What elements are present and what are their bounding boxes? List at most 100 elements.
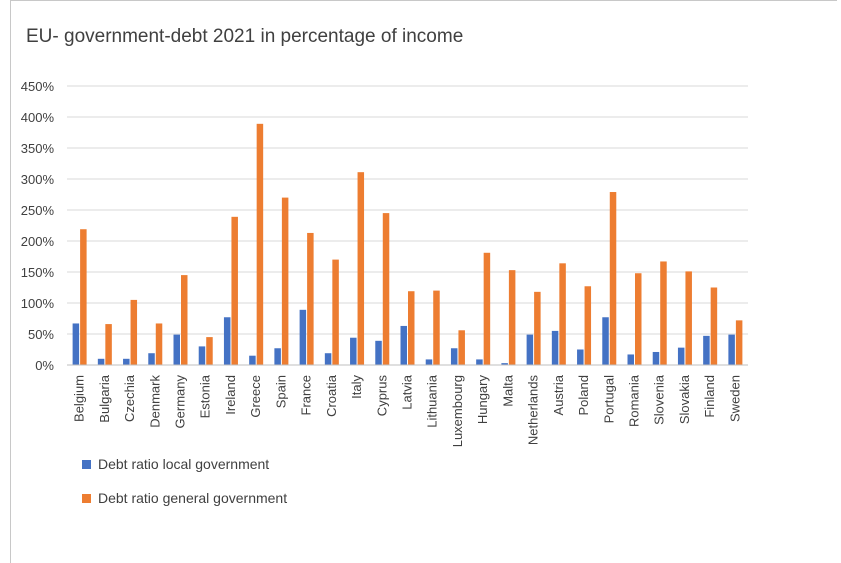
y-tick-label: 50% [28, 327, 54, 342]
bar-general-france [307, 232, 314, 365]
bar-local-belgium [72, 323, 80, 365]
bar-local-germany [173, 334, 180, 365]
x-axis-ticks: Belgium Bulgaria Czechia Denmark Germany Esto… [72, 374, 743, 447]
y-tick-label: 450% [21, 79, 55, 94]
y-tick-label: 150% [21, 265, 55, 280]
bar-local-france [299, 309, 307, 365]
x-tick-label: France [299, 375, 314, 415]
bar-general-bulgaria [105, 324, 112, 365]
bar-local-hungary [476, 359, 483, 365]
bar-general-ireland [231, 216, 238, 365]
x-tick-label: Ireland [223, 375, 238, 415]
x-tick-label: Italy [349, 375, 364, 399]
bar-local-netherlands [526, 334, 534, 365]
x-tick-label: Austria [551, 374, 566, 415]
x-tick-label: Estonia [198, 374, 213, 418]
bar-general-cyprus [382, 213, 390, 365]
y-tick-label: 200% [21, 234, 55, 249]
x-tick-label: Slovakia [677, 374, 692, 424]
bar-local-portugal [602, 317, 609, 365]
x-tick-label: Hungary [475, 375, 490, 425]
bar-general-romania [635, 273, 642, 365]
bar-general-greece [256, 123, 264, 365]
legend-item-local: Debt ratio local government [82, 456, 269, 472]
bar-general-sweden [735, 320, 743, 365]
y-tick-label: 300% [21, 172, 55, 187]
bar-local-malta [501, 363, 508, 365]
bar-general-belgium [80, 229, 87, 365]
bar-local-lithuania [425, 359, 433, 365]
legend-swatch-general [82, 493, 91, 503]
bar-local-luxembourg [450, 348, 458, 365]
bar-local-denmark [148, 353, 155, 365]
bar-general-latvia [408, 291, 415, 365]
gridlines [67, 85, 748, 335]
bar-general-lithuania [433, 290, 440, 365]
x-tick-label: Croatia [324, 374, 339, 417]
bar-general-spain [281, 197, 289, 365]
y-tick-label: 250% [21, 203, 55, 218]
bar-local-latvia [400, 325, 407, 365]
x-tick-label: Poland [576, 375, 591, 415]
y-tick-label: 350% [21, 141, 55, 156]
bar-general-finland [710, 287, 718, 365]
chart-title: EU- government-debt 2021 in percentage o… [26, 26, 464, 47]
bar-local-croatia [324, 353, 332, 365]
legend-label-local: Debt ratio local government [98, 456, 270, 472]
bar-general-austria [559, 263, 566, 365]
x-tick-label: Denmark [147, 375, 162, 428]
x-tick-label: Bulgaria [97, 374, 112, 422]
bar-general-luxembourg [458, 330, 465, 365]
x-tick-label: Sweden [727, 375, 742, 422]
bar-general-denmark [155, 323, 163, 365]
bar-local-estonia [198, 346, 206, 365]
bar-local-cyprus [375, 340, 382, 365]
bar-general-czechia [130, 299, 138, 365]
y-tick-label: 0% [35, 358, 54, 373]
x-tick-label: Germany [173, 375, 188, 429]
x-tick-label: Malta [500, 374, 515, 407]
bar-general-slovenia [660, 261, 667, 365]
legend-item-general: Debt ratio general government [82, 490, 287, 506]
bar-local-austria [551, 330, 559, 365]
chart-frame [10, 0, 837, 563]
bar-general-poland [584, 286, 592, 365]
bar-general-hungary [483, 252, 491, 365]
x-tick-label: Lithuania [425, 374, 440, 428]
bar-general-netherlands [534, 291, 541, 365]
bars [72, 123, 743, 365]
x-tick-label: Romania [627, 374, 642, 427]
x-tick-label: Cyprus [374, 375, 389, 417]
legend-swatch-local [82, 459, 91, 469]
bar-local-slovakia [677, 347, 685, 365]
y-tick-label: 400% [21, 110, 55, 125]
bar-local-poland [577, 349, 584, 365]
bar-local-ireland [223, 317, 231, 365]
bar-local-bulgaria [97, 358, 105, 365]
bar-local-slovenia [652, 351, 660, 365]
x-tick-label: Spain [273, 375, 288, 408]
x-tick-label: Latvia [400, 374, 415, 409]
x-tick-label: Belgium [72, 375, 87, 422]
bar-general-slovakia [685, 271, 692, 365]
x-tick-label: Portugal [601, 375, 616, 424]
x-tick-label: Slovenia [652, 374, 667, 425]
bar-local-italy [350, 337, 357, 365]
bar-general-croatia [332, 259, 339, 365]
bar-general-germany [181, 275, 188, 365]
x-tick-label: Greece [248, 375, 263, 418]
legend-label-general: Debt ratio general government [98, 490, 288, 506]
bar-local-romania [627, 354, 634, 365]
bar-general-malta [508, 270, 516, 365]
bar-general-portugal [609, 192, 617, 365]
bar-local-greece [249, 355, 256, 365]
y-tick-label: 100% [21, 296, 55, 311]
bar-general-italy [357, 172, 365, 365]
bar-general-estonia [206, 337, 213, 365]
bar-local-sweden [728, 334, 735, 365]
bar-local-finland [703, 335, 710, 365]
y-axis-ticks: 0% 50% 100% 150% 200% 250% 300% 350% 400% 450% [21, 79, 55, 373]
bar-local-czechia [123, 358, 130, 365]
x-tick-label: Czechia [122, 374, 137, 422]
